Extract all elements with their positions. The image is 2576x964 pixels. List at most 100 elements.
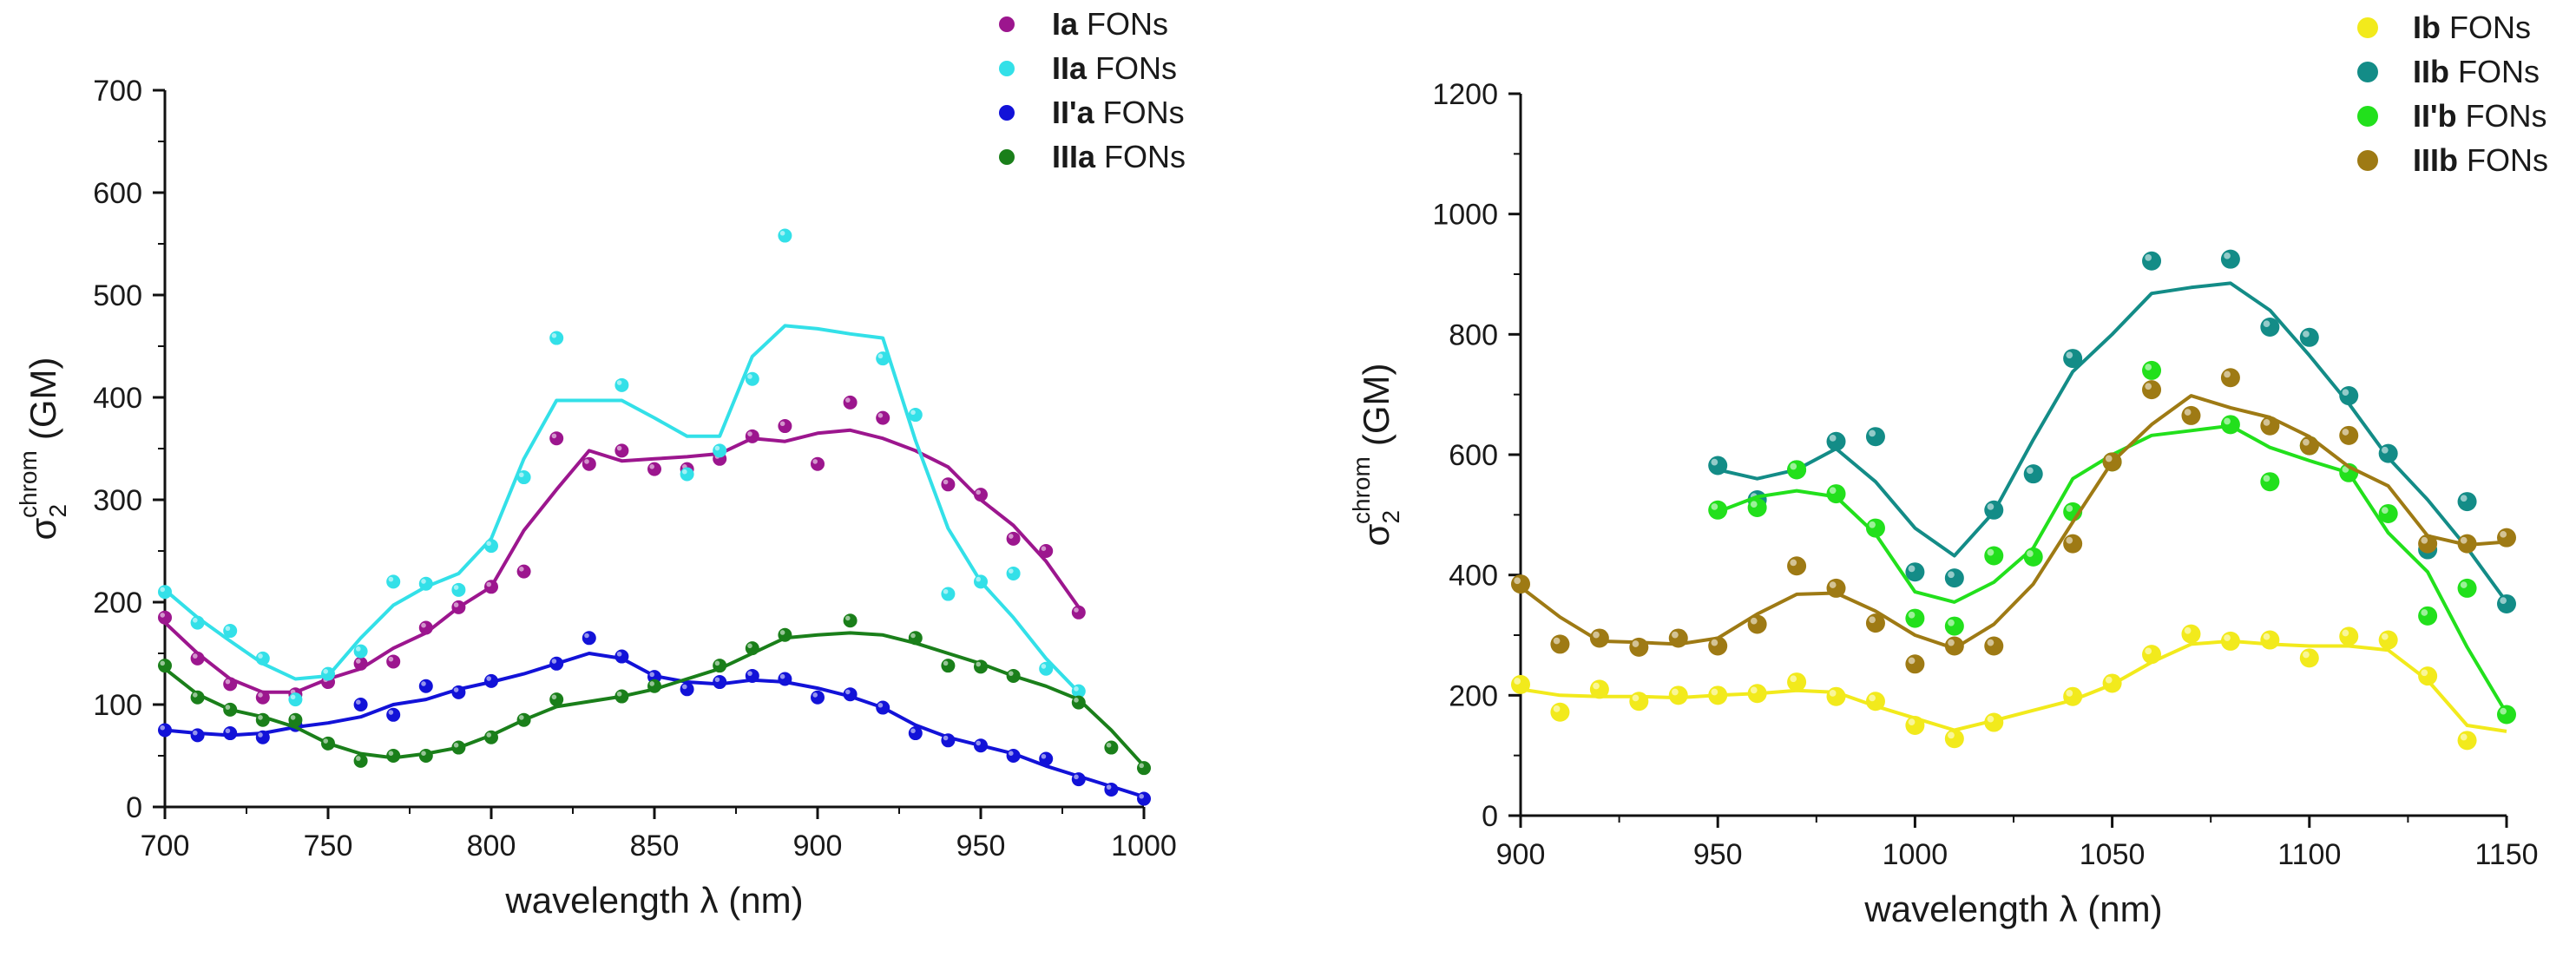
y-tick-label: 1200 xyxy=(1432,78,1498,111)
data-point-highlight xyxy=(1074,774,1079,780)
data-point-highlight xyxy=(1711,458,1718,466)
data-point xyxy=(2378,443,2398,463)
data-point-highlight xyxy=(1593,682,1600,690)
data-point xyxy=(1137,791,1151,806)
data-point-highlight xyxy=(714,445,720,451)
data-point xyxy=(2457,731,2477,751)
data-point xyxy=(2220,249,2240,269)
data-point xyxy=(1708,636,1728,656)
x-tick-label: 1050 xyxy=(2080,838,2146,871)
data-point xyxy=(158,610,172,625)
y-tick-label: 400 xyxy=(1449,560,1498,593)
data-point xyxy=(2339,386,2359,406)
data-point xyxy=(2457,492,2477,512)
data-point xyxy=(1747,684,1767,704)
data-point xyxy=(1629,692,1649,712)
data-point-highlight xyxy=(519,715,524,720)
data-point xyxy=(941,477,956,492)
data-point xyxy=(484,539,498,554)
data-point-highlight xyxy=(1790,675,1797,683)
data-point xyxy=(288,712,303,727)
legend-entry: IIIa FONs xyxy=(1052,139,1186,174)
data-point-highlight xyxy=(1987,715,1994,723)
data-point-highlight xyxy=(2342,629,2349,637)
legend-entry-bold: IIIa xyxy=(1052,139,1096,174)
data-point xyxy=(2497,528,2516,548)
data-point xyxy=(974,738,988,753)
data-point xyxy=(1865,692,1885,712)
data-point-highlight xyxy=(812,692,818,698)
data-point-highlight xyxy=(1829,690,1837,697)
y-axis-label-superscript: chrom xyxy=(15,450,42,518)
legend-marker xyxy=(2357,62,2378,82)
data-point-highlight xyxy=(258,653,263,659)
data-point xyxy=(745,641,759,656)
data-point xyxy=(745,371,759,386)
data-point xyxy=(1787,460,1807,480)
data-point xyxy=(2378,630,2398,650)
data-point-highlight xyxy=(2027,550,2034,557)
data-point-highlight xyxy=(1139,763,1144,769)
data-point-highlight xyxy=(2105,676,2113,684)
data-point-highlight xyxy=(258,732,263,738)
data-point-highlight xyxy=(160,660,165,666)
data-point xyxy=(1865,518,1885,538)
y-tick-label: 800 xyxy=(1449,318,1498,351)
y-tick-label: 400 xyxy=(93,382,142,415)
legend-marker xyxy=(2357,150,2378,171)
data-point-highlight xyxy=(1869,430,1876,437)
legend-entry-bold: Ia xyxy=(1052,6,1079,42)
legend-entry-bold: IIa xyxy=(1052,50,1088,86)
data-point-highlight xyxy=(682,684,687,690)
data-point xyxy=(353,644,368,659)
data-point-highlight xyxy=(1908,718,1916,726)
y-tick-label: 0 xyxy=(126,791,142,824)
data-point-highlight xyxy=(2105,455,2113,462)
data-point-highlight xyxy=(1790,559,1797,567)
data-point-highlight xyxy=(779,230,785,236)
data-point-highlight xyxy=(225,705,231,710)
data-point xyxy=(811,690,825,705)
data-point-highlight xyxy=(845,615,851,621)
data-point-highlight xyxy=(1041,664,1047,669)
data-point-highlight xyxy=(1948,639,1955,646)
data-point xyxy=(1865,427,1885,447)
data-point-highlight xyxy=(258,692,263,698)
data-point-highlight xyxy=(943,479,949,485)
data-point xyxy=(908,408,923,423)
data-point xyxy=(549,692,564,707)
data-point xyxy=(713,659,727,673)
data-point-highlight xyxy=(877,353,884,359)
data-point-highlight xyxy=(1711,639,1718,646)
data-point xyxy=(418,620,433,635)
data-point-highlight xyxy=(1553,637,1561,645)
y-tick-label: 600 xyxy=(93,177,142,210)
data-point xyxy=(1071,695,1086,710)
data-point-highlight xyxy=(225,626,231,632)
data-point xyxy=(1826,686,1846,706)
data-point-highlight xyxy=(2460,733,2468,741)
data-point-highlight xyxy=(1948,619,1955,626)
y-axis-label-symbol: σ xyxy=(23,517,63,540)
data-point xyxy=(1944,729,1964,749)
data-point-highlight xyxy=(976,489,981,495)
data-point xyxy=(549,431,564,446)
data-point-highlight xyxy=(290,715,296,720)
data-point xyxy=(1589,679,1609,699)
data-point xyxy=(1984,500,2004,520)
y-axis-label: σ2chrom (GM) xyxy=(15,357,71,541)
data-point xyxy=(1511,574,1530,594)
data-point xyxy=(876,410,890,425)
data-point-highlight xyxy=(2500,530,2507,538)
data-point-highlight xyxy=(421,681,426,686)
data-point-highlight xyxy=(323,669,329,674)
y-axis-label-subscript: 2 xyxy=(44,504,71,518)
data-point-highlight xyxy=(323,738,329,744)
y-tick-label: 100 xyxy=(93,689,142,722)
data-point-highlight xyxy=(421,579,426,584)
data-point-highlight xyxy=(1009,568,1014,574)
data-point-highlight xyxy=(1987,639,1994,646)
data-point xyxy=(974,659,988,674)
data-point-highlight xyxy=(388,710,394,715)
